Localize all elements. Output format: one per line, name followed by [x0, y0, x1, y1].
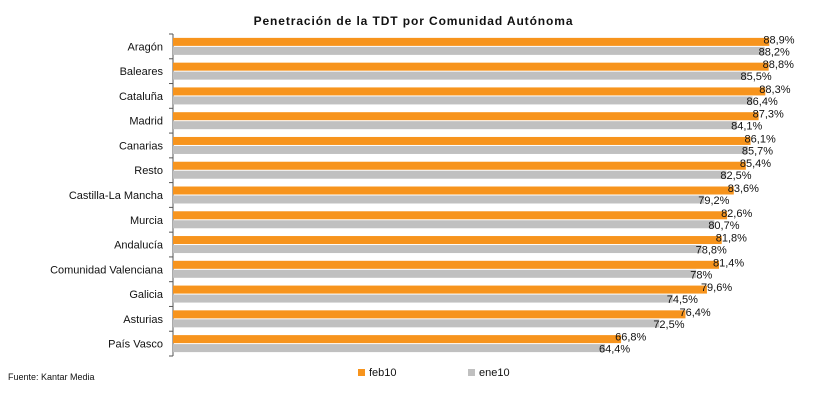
legend-swatch-ene10: [468, 369, 475, 376]
category-label: Galicia: [129, 289, 164, 301]
category-label: Madrid: [129, 116, 163, 128]
data-label-feb10: 85,4%: [740, 158, 771, 170]
bar-ene10: [173, 319, 660, 328]
labels-group: Aragón 88,9%88,2% Baleares 88,8%85,5% Catalu…: [50, 34, 795, 355]
data-label-feb10: 88,8%: [763, 59, 794, 71]
axis-group: [169, 33, 174, 357]
category-label: Castilla-La Mancha: [69, 190, 164, 202]
legend-label-feb10: feb10: [369, 367, 397, 379]
data-label-ene10: 74,5%: [667, 294, 698, 306]
bar-ene10: [173, 170, 727, 179]
legend-label-ene10: ene10: [479, 367, 510, 379]
data-label-feb10: 81,4%: [713, 257, 744, 269]
bar-feb10: [173, 335, 622, 344]
data-label-feb10: 81,8%: [716, 233, 747, 245]
source-note: Fuente: Kantar Media: [8, 372, 95, 382]
bar-feb10: [173, 62, 769, 71]
data-label-feb10: 88,9%: [763, 34, 794, 46]
data-label-ene10: 79,2%: [698, 195, 729, 207]
category-label: Canarias: [119, 140, 164, 152]
data-label-ene10: 84,1%: [731, 121, 762, 133]
bar-feb10: [173, 112, 759, 121]
bar-ene10: [173, 145, 748, 154]
bar-feb10: [173, 87, 766, 96]
bar-feb10: [173, 211, 728, 220]
data-label-ene10: 64,4%: [599, 344, 630, 356]
category-label: Asturias: [123, 314, 163, 326]
category-label: Andalucía: [114, 240, 164, 252]
bar-feb10: [173, 161, 746, 170]
data-label-ene10: 82,5%: [720, 170, 751, 182]
data-label-ene10: 85,7%: [742, 145, 773, 157]
data-label-feb10: 76,4%: [679, 307, 710, 319]
data-label-ene10: 78%: [690, 269, 712, 281]
category-label: Resto: [134, 165, 163, 177]
bar-ene10: [173, 245, 702, 254]
data-label-feb10: 88,3%: [759, 84, 790, 96]
bar-ene10: [173, 344, 605, 353]
bar-feb10: [173, 310, 686, 319]
category-label: Aragón: [128, 41, 163, 53]
category-label: Baleares: [120, 66, 164, 78]
legend-swatch-feb10: [358, 369, 365, 376]
category-label: Cataluña: [119, 91, 164, 103]
bar-feb10: [173, 260, 720, 269]
legend: feb10 ene10: [358, 367, 510, 379]
data-label-ene10: 72,5%: [653, 319, 684, 331]
data-label-feb10: 83,6%: [728, 183, 759, 195]
bar-ene10: [173, 121, 738, 130]
data-label-feb10: 87,3%: [753, 109, 784, 121]
bar-feb10: [173, 136, 751, 145]
data-label-ene10: 88,2%: [759, 46, 790, 58]
data-label-feb10: 66,8%: [615, 332, 646, 344]
bar-ene10: [173, 294, 673, 303]
bar-feb10: [173, 285, 707, 294]
bar-ene10: [173, 46, 765, 55]
bar-ene10: [173, 269, 697, 278]
data-label-feb10: 82,6%: [721, 208, 752, 220]
category-label: Comunidad Valenciana: [50, 264, 164, 276]
bar-feb10: [173, 37, 770, 46]
bar-feb10: [173, 186, 734, 195]
chart-title: Penetración de la TDT por Comunidad Autó…: [253, 14, 574, 28]
data-label-ene10: 86,4%: [747, 96, 778, 108]
bar-ene10: [173, 220, 715, 229]
data-label-feb10: 86,1%: [745, 133, 776, 145]
bar-ene10: [173, 96, 753, 105]
bar-ene10: [173, 71, 747, 80]
category-label: Murcia: [130, 215, 164, 227]
data-label-feb10: 79,6%: [701, 282, 732, 294]
data-label-ene10: 80,7%: [708, 220, 739, 232]
data-label-ene10: 78,8%: [696, 245, 727, 257]
bars-group: [173, 37, 770, 353]
category-label: País Vasco: [108, 339, 163, 351]
bar-ene10: [173, 195, 705, 204]
bar-feb10: [173, 236, 722, 245]
data-label-ene10: 85,5%: [741, 71, 772, 83]
